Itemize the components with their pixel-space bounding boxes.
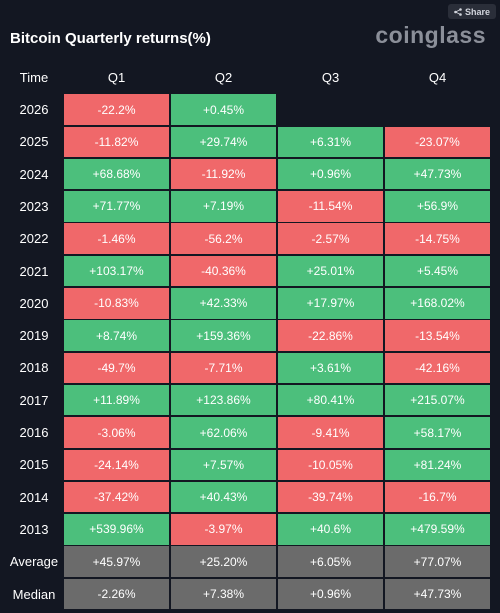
return-cell: +3.61% (278, 352, 383, 384)
return-cell: -2.57% (278, 223, 383, 254)
column-header-q4: Q4 (428, 69, 447, 85)
return-cell: +80.41% (278, 384, 383, 416)
return-cell: +40.43% (171, 481, 276, 513)
return-cell: -11.92% (171, 158, 276, 190)
row-label-2016: 2016 (19, 425, 49, 441)
return-cell: +25.01% (278, 255, 383, 287)
return-cell: +159.36% (171, 320, 276, 351)
return-cell: -16.7% (385, 481, 490, 513)
column-header-q1: Q1 (107, 69, 126, 85)
return-cell: -9.41% (278, 417, 383, 448)
return-cell: +17.97% (278, 288, 383, 319)
return-cell: +7.19% (171, 191, 276, 222)
return-cell: +29.74% (171, 126, 276, 158)
summary-cell: +25.20% (171, 546, 276, 577)
return-cell: -3.06% (64, 417, 169, 448)
return-cell: +168.02% (385, 288, 490, 319)
chart-title: Bitcoin Quarterly returns(%) (10, 30, 211, 47)
return-cell: -22.2% (64, 94, 169, 125)
return-cell: -22.86% (278, 320, 383, 351)
return-cell: +58.17% (385, 417, 490, 448)
return-cell: +42.33% (171, 288, 276, 319)
summary-label-median: Median (12, 586, 56, 602)
row-label-2022: 2022 (19, 231, 49, 247)
return-cell: +62.06% (171, 417, 276, 448)
row-label-2020: 2020 (19, 295, 49, 311)
empty-cell (278, 94, 383, 125)
quarterly-returns-table: Time Q1 Q2 Q3 Q4 2026 -22.2% +0.45% 2025 -11.82% +… (6, 62, 490, 610)
row-label-2025: 2025 (19, 134, 49, 150)
coinglass-logo: coinglass (375, 22, 486, 48)
summary-cell: +77.07% (385, 546, 490, 577)
return-cell: -1.46% (64, 223, 169, 254)
return-cell: +103.17% (64, 255, 169, 287)
row-label-2013: 2013 (19, 521, 49, 537)
return-cell: -56.2% (171, 223, 276, 254)
return-cell: -37.42% (64, 481, 169, 513)
return-cell: +71.77% (64, 191, 169, 222)
summary-cell: +6.05% (278, 546, 383, 577)
summary-cell: +0.96% (278, 578, 383, 610)
return-cell: +47.73% (385, 158, 490, 190)
return-cell: -11.82% (64, 126, 169, 158)
return-cell: -7.71% (171, 352, 276, 384)
share-button[interactable]: Share (447, 4, 496, 19)
share-label: Share (464, 6, 490, 17)
column-header-time: Time (19, 69, 49, 85)
summary-cell: +47.73% (385, 578, 490, 610)
row-label-2023: 2023 (19, 198, 49, 214)
return-cell: -10.05% (278, 449, 383, 481)
empty-cell (385, 94, 490, 125)
return-cell: -10.83% (64, 288, 169, 319)
return-cell: +68.68% (64, 158, 169, 190)
row-label-2021: 2021 (19, 263, 49, 279)
row-label-2015: 2015 (19, 457, 49, 473)
column-header-q2: Q2 (214, 69, 233, 85)
return-cell: +7.57% (171, 449, 276, 481)
return-cell: +56.9% (385, 191, 490, 222)
return-cell: -49.7% (64, 352, 169, 384)
row-label-2017: 2017 (19, 392, 49, 408)
return-cell: +123.86% (171, 384, 276, 416)
row-label-2019: 2019 (19, 328, 49, 344)
return-cell: -13.54% (385, 320, 490, 351)
column-header-q3: Q3 (321, 69, 340, 85)
return-cell: +539.96% (64, 514, 169, 545)
summary-cell: -2.26% (64, 578, 169, 610)
share-icon (454, 7, 462, 16)
summary-cell: +7.38% (171, 578, 276, 610)
return-cell: +215.07% (385, 384, 490, 416)
return-cell: +40.6% (278, 514, 383, 545)
return-cell: +479.59% (385, 514, 490, 545)
return-cell: -3.97% (171, 514, 276, 545)
return-cell: +81.24% (385, 449, 490, 481)
return-cell: -24.14% (64, 449, 169, 481)
return-cell: -11.54% (278, 191, 383, 222)
row-label-2026: 2026 (19, 102, 49, 118)
return-cell: -23.07% (385, 126, 490, 158)
return-cell: -39.74% (278, 481, 383, 513)
summary-cell: +45.97% (64, 546, 169, 577)
row-label-2014: 2014 (19, 489, 49, 505)
row-label-2024: 2024 (19, 166, 49, 182)
return-cell: +6.31% (278, 126, 383, 158)
return-cell: +5.45% (385, 255, 490, 287)
summary-label-average: Average (9, 554, 59, 570)
return-cell: +0.96% (278, 158, 383, 190)
return-cell: -14.75% (385, 223, 490, 254)
return-cell: +0.45% (171, 94, 276, 125)
return-cell: -40.36% (171, 255, 276, 287)
return-cell: +11.89% (64, 384, 169, 416)
return-cell: -42.16% (385, 352, 490, 384)
row-label-2018: 2018 (19, 360, 49, 376)
return-cell: +8.74% (64, 320, 169, 351)
